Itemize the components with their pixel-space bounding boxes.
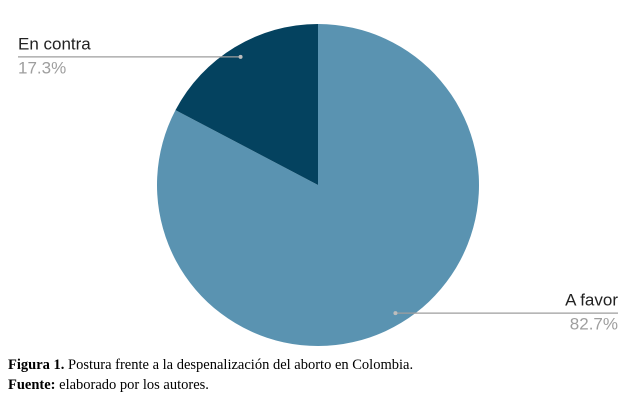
pie-slice [156,24,479,347]
leader-dot [393,311,398,316]
source-text: elaborado por los autores. [59,377,209,393]
slice-label: En contra [18,34,91,53]
caption-source: Fuente: elaborado por los autores. [8,377,209,394]
slice-label: A favor [565,291,618,310]
source-label: Fuente: [8,377,56,393]
leader-dot [238,54,243,59]
pie-slice [175,24,318,185]
caption-label: Figura 1. [8,357,65,373]
slice-value-label: 17.3% [18,58,66,77]
slice-value-label: 82.7% [570,315,618,334]
chart: A favor 82.7% En contra 17.3% [18,24,618,347]
caption-text: Postura frente a la despenalización del … [68,357,414,373]
caption-title: Figura 1. Postura frente a la despenaliz… [8,357,413,374]
